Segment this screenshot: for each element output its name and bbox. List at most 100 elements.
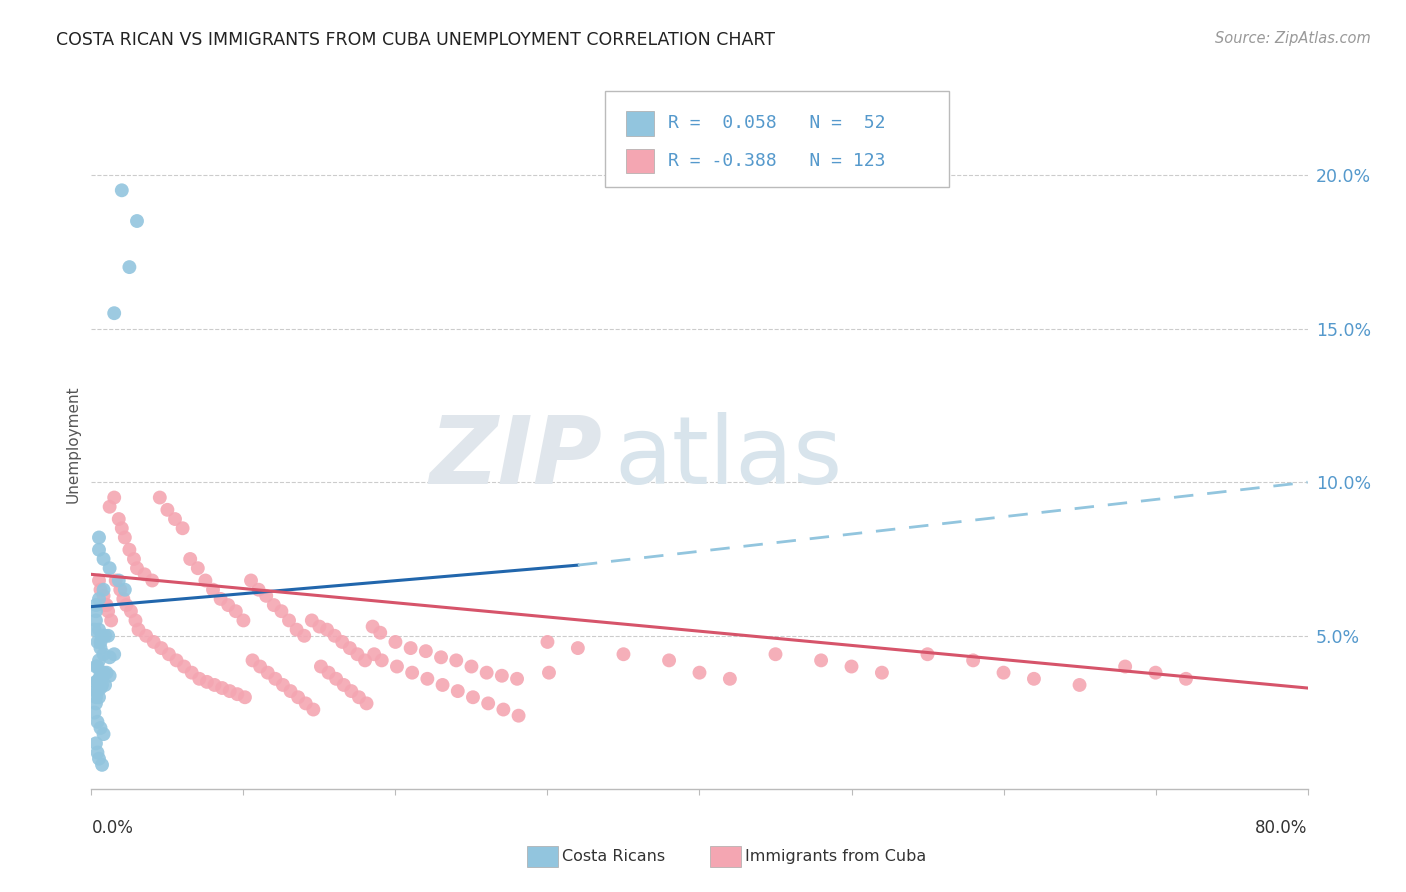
Point — [368, 625, 391, 640]
Point — [537, 665, 560, 680]
Point — [187, 561, 209, 575]
Point — [810, 653, 832, 667]
Point — [302, 702, 325, 716]
Point — [361, 619, 384, 633]
Point — [270, 604, 292, 618]
Point — [120, 604, 142, 618]
Point — [658, 653, 681, 667]
Point — [94, 678, 117, 692]
Point — [841, 659, 863, 673]
Y-axis label: Unemployment: Unemployment — [65, 385, 80, 502]
Point — [89, 721, 111, 735]
Point — [125, 561, 148, 575]
Point — [356, 697, 378, 711]
Point — [91, 678, 114, 692]
Point — [98, 500, 121, 514]
Point — [179, 552, 201, 566]
Point — [118, 260, 141, 274]
Point — [157, 647, 180, 661]
Point — [87, 591, 110, 606]
Text: 80.0%: 80.0% — [1256, 819, 1308, 837]
Point — [354, 653, 377, 667]
Point — [688, 665, 710, 680]
Point — [292, 629, 315, 643]
Point — [84, 659, 107, 673]
Point — [110, 582, 132, 597]
Point — [94, 598, 117, 612]
Point — [112, 591, 135, 606]
Text: Costa Ricans: Costa Ricans — [562, 849, 665, 863]
Point — [114, 582, 136, 597]
Point — [94, 629, 117, 643]
Point — [84, 614, 107, 628]
Point — [240, 574, 263, 588]
Point — [316, 623, 339, 637]
Point — [249, 659, 271, 673]
Point — [1069, 678, 1091, 692]
Point — [194, 574, 217, 588]
Point — [156, 503, 179, 517]
Point — [89, 681, 111, 695]
Point — [134, 567, 156, 582]
Point — [280, 684, 302, 698]
Point — [100, 614, 122, 628]
Point — [232, 614, 254, 628]
Point — [247, 582, 270, 597]
Point — [211, 681, 233, 695]
Point — [491, 669, 513, 683]
Point — [217, 598, 239, 612]
Point — [122, 552, 145, 566]
Point — [254, 589, 277, 603]
Point — [87, 752, 110, 766]
Point — [98, 561, 121, 575]
Point — [103, 491, 125, 505]
Point — [86, 714, 108, 729]
Point — [993, 665, 1015, 680]
Point — [271, 678, 294, 692]
Point — [86, 746, 108, 760]
Point — [149, 491, 172, 505]
Point — [115, 598, 138, 612]
Point — [89, 582, 111, 597]
Point — [363, 647, 385, 661]
Point — [301, 614, 323, 628]
Point — [318, 665, 340, 680]
Point — [86, 635, 108, 649]
Point — [492, 702, 515, 716]
Point — [218, 684, 240, 698]
Point — [87, 623, 110, 637]
Point — [1174, 672, 1197, 686]
Point — [89, 665, 111, 680]
Point — [125, 214, 148, 228]
Point — [84, 684, 107, 698]
Point — [416, 672, 439, 686]
Point — [87, 690, 110, 705]
Point — [96, 665, 118, 680]
Point — [84, 697, 107, 711]
Point — [339, 641, 361, 656]
Point — [765, 647, 787, 661]
Point — [323, 629, 346, 643]
Point — [166, 653, 188, 667]
Point — [870, 665, 893, 680]
Point — [107, 574, 129, 588]
Point — [172, 521, 194, 535]
Point — [83, 706, 105, 720]
Point — [330, 635, 353, 649]
Point — [447, 684, 470, 698]
Point — [103, 647, 125, 661]
Point — [173, 659, 195, 673]
Point — [209, 591, 232, 606]
Point — [399, 641, 422, 656]
Point — [233, 690, 256, 705]
Text: Immigrants from Cuba: Immigrants from Cuba — [745, 849, 927, 863]
Point — [96, 598, 118, 612]
Point — [163, 512, 186, 526]
Point — [1022, 672, 1045, 686]
Point — [86, 659, 108, 673]
Point — [287, 690, 309, 705]
Point — [346, 647, 368, 661]
Point — [202, 582, 225, 597]
Point — [141, 574, 163, 588]
Point — [104, 574, 127, 588]
